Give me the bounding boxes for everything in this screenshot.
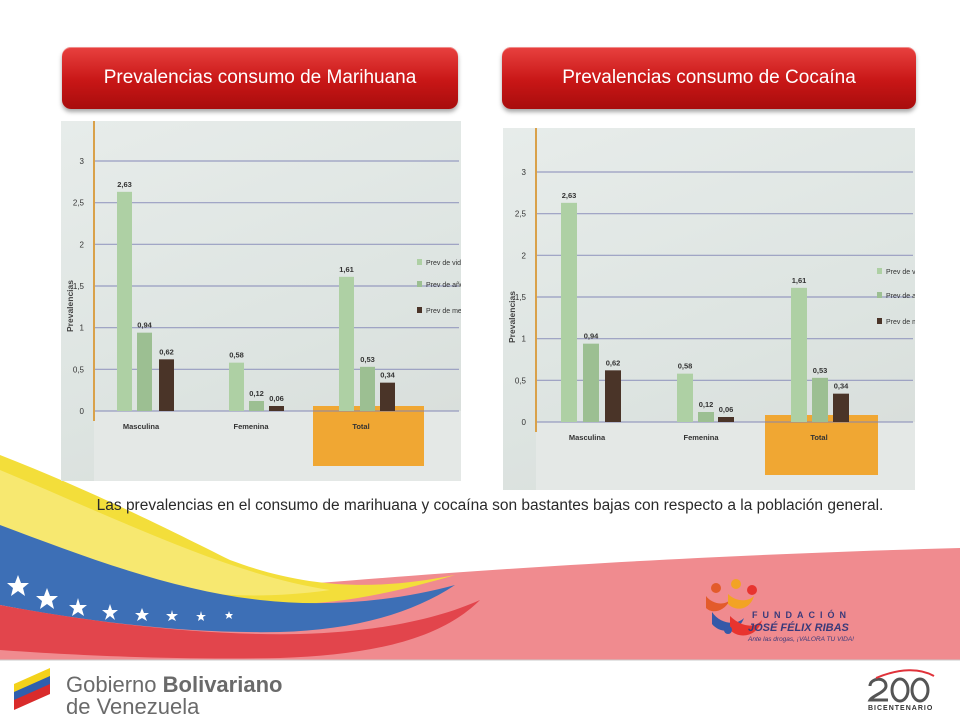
data-label: 0,34 xyxy=(380,371,395,380)
legend-label: Prev de año xyxy=(426,282,461,289)
data-label: 0,12 xyxy=(249,389,264,398)
legend-label: Prev de mes xyxy=(426,308,461,315)
fundacion-logo-icon xyxy=(706,579,762,636)
gobierno-subtext: de Venezuela xyxy=(66,694,200,719)
bar xyxy=(561,202,577,422)
bar xyxy=(605,370,621,422)
y-axis-label: Prevalencias xyxy=(507,291,517,343)
blue-swoosh xyxy=(0,525,455,633)
data-label: 0,34 xyxy=(834,382,849,391)
legend-swatch xyxy=(877,268,882,274)
data-label: 0,62 xyxy=(159,347,174,356)
caption-text: Las prevalencias en el consumo de marihu… xyxy=(96,497,884,514)
chart-marihuana-svg: 0 0,5 1 1,5 2 2,5 3 Prevalencias 2,63 0,58 1,61 0,9… xyxy=(65,121,461,481)
y-tick-label: 2 xyxy=(80,240,85,249)
legend-label: Prev de año xyxy=(886,293,915,300)
data-label: 0,12 xyxy=(699,400,714,409)
y-tick-label: 1 xyxy=(80,324,85,333)
data-label: 1,61 xyxy=(339,265,354,274)
bar xyxy=(117,191,132,411)
legend-label: Prev de vida xyxy=(886,269,915,276)
legend-swatch xyxy=(417,259,422,265)
y-tick-label: 3 xyxy=(522,168,527,177)
category-label: Femenina xyxy=(233,422,269,431)
bar xyxy=(137,332,152,411)
data-label: 0,58 xyxy=(678,362,693,371)
data-label: 0,94 xyxy=(137,321,152,330)
bar xyxy=(249,401,264,411)
bar xyxy=(380,382,395,411)
y-tick-label: 2 xyxy=(522,251,527,260)
bar xyxy=(812,377,828,422)
bar xyxy=(360,366,375,411)
chart-marihuana: 0 0,5 1 1,5 2 2,5 3 Prevalencias 2,63 0,58 1,61 0,9… xyxy=(61,121,461,481)
data-label: 0,94 xyxy=(584,332,599,341)
bar xyxy=(229,362,244,411)
flag-stars xyxy=(7,575,233,621)
bicentenario-label: BICENTENARIO xyxy=(868,705,934,712)
gobierno-text: Gobierno Bolivariano xyxy=(66,672,283,697)
category-label: Total xyxy=(810,433,827,442)
fundacion-slogan: Ante las drogas, ¡VALORA TU VIDA! xyxy=(748,636,854,643)
total-band xyxy=(765,415,878,475)
fundacion-name: JOSÉ FÉLIX RIBAS xyxy=(748,622,849,634)
category-label: Total xyxy=(352,422,369,431)
bicentenario-logo-icon xyxy=(867,669,935,703)
fundacion-label: FUNDACIÓN xyxy=(752,610,851,620)
data-label: 2,63 xyxy=(562,191,577,200)
y-tick-label: 1,5 xyxy=(73,282,85,291)
chart-header-cocaina: Prevalencias consumo de Cocaína xyxy=(502,47,916,109)
data-label: 1,61 xyxy=(792,276,807,285)
data-label: 2,63 xyxy=(117,180,132,189)
category-label: Masculina xyxy=(569,433,606,442)
chart-header-marihuana: Prevalencias consumo de Marihuana xyxy=(62,47,458,109)
category-label: Masculina xyxy=(123,422,160,431)
category-label: Femenina xyxy=(683,433,719,442)
legend-label: Prev de mes xyxy=(886,319,915,326)
red-swoosh xyxy=(0,600,480,659)
y-tick-label: 2,5 xyxy=(73,199,85,208)
venezuela-flag-icon xyxy=(14,668,50,710)
data-label: 0,62 xyxy=(606,358,621,367)
legend-swatch xyxy=(417,281,422,287)
total-band xyxy=(313,406,424,466)
y-tick-label: 3 xyxy=(80,157,85,166)
bar xyxy=(698,412,714,422)
y-tick-label: 1 xyxy=(522,335,527,344)
y-tick-label: 1,5 xyxy=(515,293,527,302)
data-label: 0,06 xyxy=(269,394,284,403)
y-tick-label: 0,5 xyxy=(73,365,85,374)
footer-bar xyxy=(0,660,960,720)
y-tick-label: 2,5 xyxy=(515,210,527,219)
bar xyxy=(159,359,174,411)
y-tick-label: 0 xyxy=(80,407,85,416)
legend-label: Prev de vida xyxy=(426,260,461,267)
data-label: 0,06 xyxy=(719,405,734,414)
bar xyxy=(718,417,734,422)
bar xyxy=(677,373,693,422)
chart-cocaina: 0 0,5 1 1,5 2 2,5 3 Prevalencias 2,63 0,58 1,61 0,9… xyxy=(503,128,915,490)
bar xyxy=(583,343,599,422)
pink-band xyxy=(0,548,960,660)
bar xyxy=(269,406,284,411)
data-label: 0,53 xyxy=(360,355,375,364)
bar xyxy=(833,393,849,422)
y-tick-label: 0,5 xyxy=(515,376,527,385)
bar xyxy=(791,287,807,422)
legend-swatch xyxy=(877,292,882,298)
y-axis-label: Prevalencias xyxy=(65,280,75,332)
bar xyxy=(339,276,354,411)
legend-swatch xyxy=(417,307,422,313)
data-label: 0,53 xyxy=(813,366,828,375)
legend-swatch xyxy=(877,318,882,324)
data-label: 0,58 xyxy=(229,351,244,360)
chart-cocaina-svg: 0 0,5 1 1,5 2 2,5 3 Prevalencias 2,63 0,58 1,61 0,9… xyxy=(507,128,915,490)
y-tick-label: 0 xyxy=(522,418,527,427)
